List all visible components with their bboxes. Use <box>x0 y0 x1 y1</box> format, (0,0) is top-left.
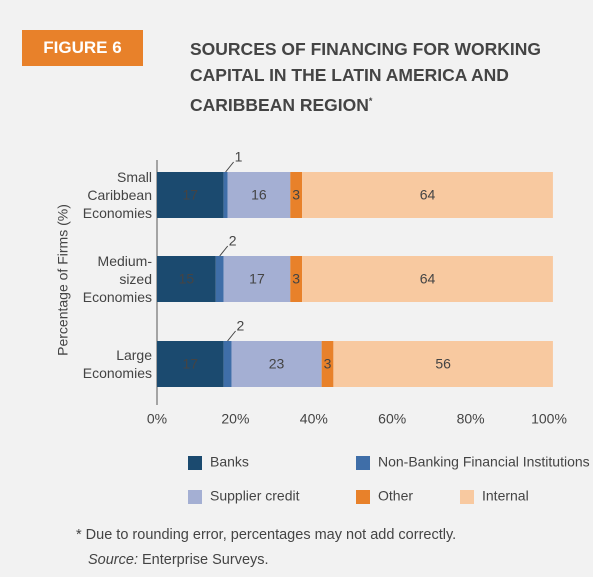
callout-line <box>227 330 236 342</box>
callout-line <box>225 161 234 173</box>
title-marker: * <box>368 96 373 106</box>
source: Source: Enterprise Surveys. <box>88 552 269 568</box>
legend-label: Banks <box>210 454 249 470</box>
legend-swatch <box>460 490 474 504</box>
footnote: * Due to rounding error, percentages may… <box>76 527 457 543</box>
x-tick-label: 80% <box>457 411 485 427</box>
legend-label: Supplier credit <box>210 488 300 504</box>
bar-segment <box>290 256 303 302</box>
data-label: 16 <box>251 187 267 203</box>
legend-swatch <box>188 456 202 470</box>
bar-segment <box>290 172 303 218</box>
x-tick-label: 20% <box>221 411 249 427</box>
callout-line <box>219 245 229 257</box>
legend-label: Internal <box>482 488 529 504</box>
y-tick-text: Medium-sized Economies <box>82 253 152 305</box>
bar-segment <box>227 172 291 218</box>
bar-segment <box>302 172 553 218</box>
data-label: 3 <box>292 271 300 287</box>
data-label: 2 <box>237 318 245 334</box>
data-label: 23 <box>269 356 285 372</box>
y-axis-label: Percentage of Firms (%) <box>55 204 71 356</box>
y-tick-text: Large Economies <box>82 347 152 381</box>
source-text: Enterprise Surveys. <box>142 552 269 568</box>
bar-segment <box>302 256 553 302</box>
figure-label: FIGURE 6 <box>22 30 143 66</box>
bar-segment <box>223 256 291 302</box>
data-label: 3 <box>324 356 332 372</box>
data-label: 64 <box>420 271 436 287</box>
y-tick-text: Small Caribbean Economies <box>82 169 152 221</box>
bar-segment <box>157 256 216 302</box>
legend-swatch <box>356 490 370 504</box>
bar-segment <box>321 341 334 387</box>
bar-segment <box>157 341 224 387</box>
x-tick-label: 0% <box>147 411 167 427</box>
x-tick-label: 60% <box>378 411 406 427</box>
data-label: 17 <box>183 187 199 203</box>
data-label: 17 <box>183 356 199 372</box>
data-label: 15 <box>179 271 195 287</box>
legend-swatch <box>356 456 370 470</box>
title-text: SOURCES OF FINANCING FOR WORKING CAPITAL… <box>190 39 541 115</box>
chart-title: SOURCES OF FINANCING FOR WORKING CAPITAL… <box>190 36 570 118</box>
bar-segment <box>223 341 232 387</box>
bar-segment <box>223 172 228 218</box>
data-label: 17 <box>249 271 265 287</box>
data-label: 64 <box>420 187 436 203</box>
y-tick-label: Large Economies <box>62 334 152 394</box>
x-tick-label: 100% <box>531 411 567 427</box>
data-label: 2 <box>229 233 237 249</box>
data-label: 3 <box>292 187 300 203</box>
bar-segment <box>333 341 553 387</box>
data-label: 56 <box>435 356 451 372</box>
y-tick-label: Small Caribbean Economies <box>62 165 152 225</box>
legend-label: Non-Banking Financial Institutions <box>378 454 590 470</box>
y-tick-label: Medium-sized Economies <box>62 249 152 309</box>
source-label: Source: <box>88 552 138 568</box>
legend-label: Other <box>378 488 413 504</box>
data-label: 1 <box>235 149 243 165</box>
bar-segment <box>215 256 224 302</box>
bar-segment <box>157 172 224 218</box>
x-tick-label: 40% <box>300 411 328 427</box>
legend-swatch <box>188 490 202 504</box>
bar-segment <box>231 341 322 387</box>
